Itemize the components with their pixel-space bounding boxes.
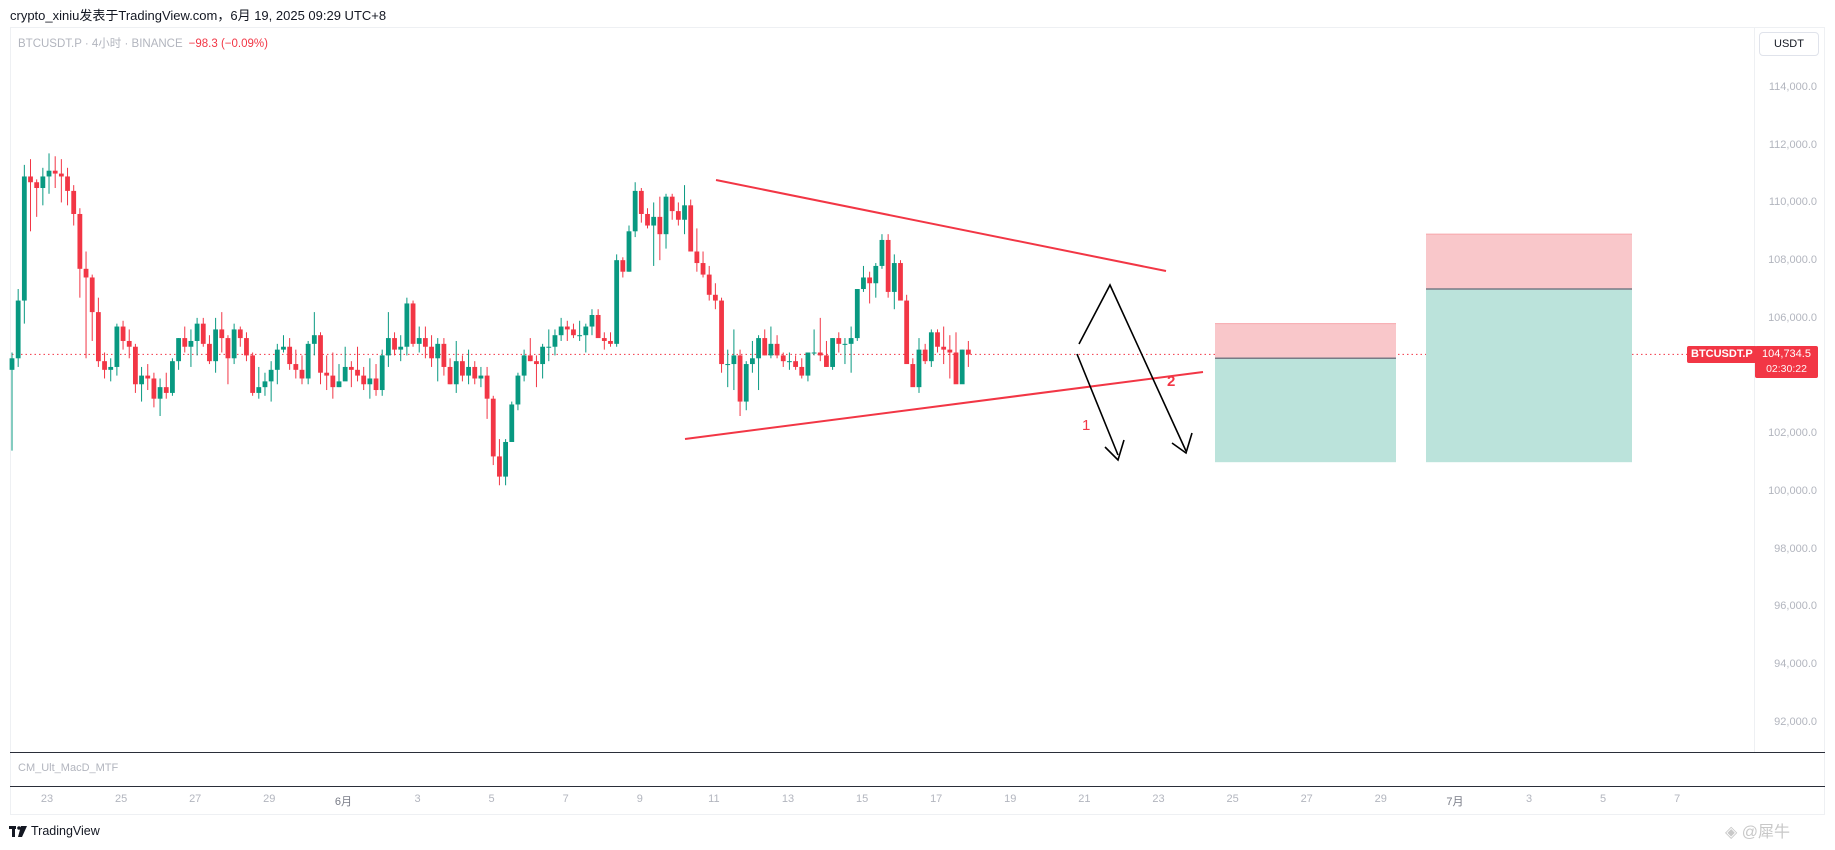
price-tick: 92,000.0: [1774, 715, 1817, 728]
time-tick: 27: [189, 793, 202, 805]
time-tick: 11: [708, 793, 720, 805]
time-axis-separator: [10, 786, 1825, 787]
bar-countdown: 02:30:22: [1766, 363, 1807, 375]
time-tick: 27: [1300, 793, 1313, 805]
time-tick: 19: [1004, 793, 1017, 805]
time-tick: 25: [114, 793, 128, 805]
time-tick: 23: [1152, 793, 1165, 805]
time-tick: 29: [263, 793, 276, 805]
time-tick: 15: [855, 793, 869, 805]
time-tick: 3: [414, 793, 421, 805]
price-tick: 112,000.0: [1768, 138, 1817, 151]
indicator-label[interactable]: CM_Ult_MacD_MTF: [18, 762, 119, 774]
time-tick: 6月: [334, 796, 352, 808]
tradingview-logo-icon: [9, 825, 27, 837]
price-change: −98.3 (−0.09%): [188, 38, 268, 50]
price-tick: 102,000.0: [1768, 427, 1817, 440]
price-axis[interactable]: 114,000.0 112,000.0 110,000.0 108,000.0 106,…: [1754, 28, 1825, 752]
symbol-info: BTCUSDT.P · 4小时 · BINANCE: [18, 38, 183, 50]
price-tick: 96,000.0: [1774, 600, 1817, 613]
time-tick: 21: [1078, 793, 1091, 805]
tradingview-logo-text: TradingView: [31, 824, 100, 838]
last-price-label: 104,734.5 02:30:22: [1755, 346, 1818, 378]
time-tick: 25: [1226, 793, 1239, 805]
price-tick: 98,000.0: [1774, 542, 1817, 555]
pane-separator[interactable]: [10, 752, 1825, 753]
scenario-label-1: 1: [1082, 417, 1090, 434]
time-tick: 5: [488, 793, 495, 805]
currency-button[interactable]: USDT: [1759, 32, 1819, 56]
time-tick: 9: [636, 793, 643, 805]
price-tick: 114,000.0: [1768, 81, 1817, 93]
watermark: ◈ @犀牛: [1725, 818, 1790, 842]
price-tick: 94,000.0: [1774, 658, 1817, 670]
scenario-label-2: 2: [1167, 373, 1175, 390]
diamond-icon: ◈: [1725, 824, 1738, 841]
trendline-drawings[interactable]: 12: [684, 179, 1204, 462]
chart-frame: [10, 27, 1825, 815]
symbol-legend: BTCUSDT.P · 4小时 · BINANCE −98.3 (−0.09%): [18, 35, 268, 51]
time-tick: 7: [1674, 793, 1681, 805]
last-price-value: 104,734.5: [1762, 348, 1811, 360]
time-tick: 7: [562, 793, 569, 805]
price-tick: 110,000.0: [1768, 196, 1817, 209]
candlestick-series: [9, 153, 971, 486]
time-tick: 29: [1374, 793, 1387, 805]
time-tick: 17: [930, 793, 943, 805]
time-tick: 5: [1600, 793, 1607, 805]
time-tick: 23: [40, 793, 54, 805]
time-axis[interactable]: 23 25 27 29 6月 3 5 7 9 11 13 15 17 19 21 23 25 27 29 7月 3 5 7: [10, 787, 1754, 815]
publish-info: crypto_xiniu发表于TradingView.com，6月 19, 20…: [10, 8, 387, 23]
position-tools[interactable]: [1215, 233, 1632, 463]
watermark-text: @犀牛: [1741, 824, 1791, 841]
price-tick: 100,000.0: [1768, 484, 1817, 497]
time-tick: 7月: [1446, 796, 1464, 808]
tradingview-logo[interactable]: TradingView: [9, 824, 100, 838]
time-tick: 3: [1525, 793, 1533, 805]
time-tick: 13: [781, 793, 795, 805]
price-tick: 108,000.0: [1768, 254, 1817, 267]
symbol-price-label: BTCUSDT.P: [1687, 346, 1757, 363]
price-tick: 106,000.0: [1768, 311, 1817, 324]
